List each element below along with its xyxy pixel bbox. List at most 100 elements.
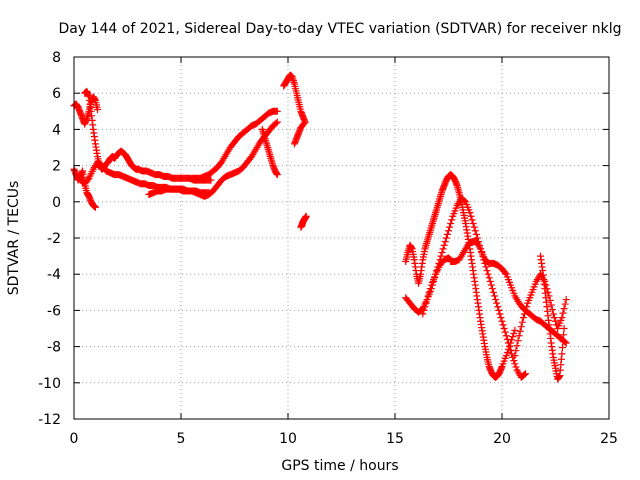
series-arc-3 [81,87,215,184]
data-point [448,257,456,265]
data-point [559,309,567,317]
data-point [482,263,490,271]
x-tick-label: 15 [386,431,404,447]
y-tick-label: 6 [52,86,61,102]
y-tick-label: 0 [52,195,61,211]
y-axis-label: SDTVAR / TECUs [6,181,22,296]
data-point [491,292,499,300]
data-point [522,306,530,314]
data-point [272,119,280,127]
data-point [550,314,558,322]
series-arc-1 [70,93,102,128]
data-point [441,238,449,246]
data-point [523,303,531,311]
data-point [468,216,476,224]
series-arc-13 [419,254,457,318]
data-point [505,343,513,351]
series-arc-10 [402,171,519,381]
series-arc-15 [537,252,568,383]
data-point [470,223,478,231]
data-point [494,303,502,311]
series-arc-11 [402,194,530,381]
data-point [449,258,457,266]
data-point [522,370,530,378]
data-point [273,107,281,115]
data-point [484,270,492,278]
data-point [518,318,526,326]
data-point [496,310,504,318]
data-point [499,321,507,329]
data-point [446,223,454,231]
data-point [438,248,446,256]
axis-ticks: 0 5 10 15 20 25 -12 -10 -8 -6 -4 -2 0 2 4 6 8 [38,50,618,447]
data-point [443,230,451,238]
data-point [485,274,493,282]
series-arc-8 [280,71,309,148]
data-point [447,220,455,228]
series-arc-6 [188,107,281,182]
data-point [426,285,434,293]
data-point [560,305,568,313]
data-point [560,331,568,339]
data-point [562,296,570,304]
data-point [520,371,528,379]
data-point [501,269,509,277]
data-point [419,310,427,318]
data-point [509,333,517,341]
data-point [508,350,516,358]
data-point [442,234,450,242]
data-point [558,344,566,352]
chart-title: Day 144 of 2021, Sidereal Day-to-day VTE… [59,21,622,37]
grid [74,57,609,419]
data-point [559,337,567,345]
data-point [445,227,452,235]
series-arc-7 [258,125,281,179]
data-point [488,285,496,293]
data-point [486,277,494,285]
data-point [512,347,520,355]
x-tick-label: 25 [600,431,618,447]
x-axis-label: GPS time / hours [281,458,398,474]
data-point [547,301,555,309]
series-arc-9 [297,212,310,231]
x-tick-label: 10 [279,431,297,447]
data-point [502,332,510,340]
data-point [500,325,508,332]
data-point [84,176,92,184]
data-point [467,212,475,220]
data-point [498,317,506,325]
data-point [471,227,479,235]
data-point [472,230,480,238]
data-point [497,314,505,322]
y-tick-label: -12 [38,412,61,428]
data-point [466,209,474,217]
data-point [561,300,569,308]
data-point [290,140,298,148]
data-point [513,342,521,350]
data-point [511,352,519,360]
y-tick-label: -4 [47,267,61,283]
y-tick-label: -2 [47,231,61,247]
data-point [422,299,430,307]
data-point [420,306,428,314]
data-point [516,327,524,335]
data-point [511,326,519,334]
data-point [510,329,518,337]
data-point [510,357,518,365]
data-point [424,292,432,300]
data-point [425,288,433,296]
data-point [91,203,99,211]
y-tick-label: -6 [47,303,61,319]
data-point [461,197,469,205]
data-point [546,296,554,304]
y-tick-label: 4 [52,122,61,138]
data-point [487,281,495,289]
series-arc-14 [511,270,570,360]
data-point [489,288,497,296]
data-point [483,267,491,275]
data-point [94,105,102,113]
data-point [439,245,447,253]
data-point [548,305,556,313]
data-point [503,335,511,343]
